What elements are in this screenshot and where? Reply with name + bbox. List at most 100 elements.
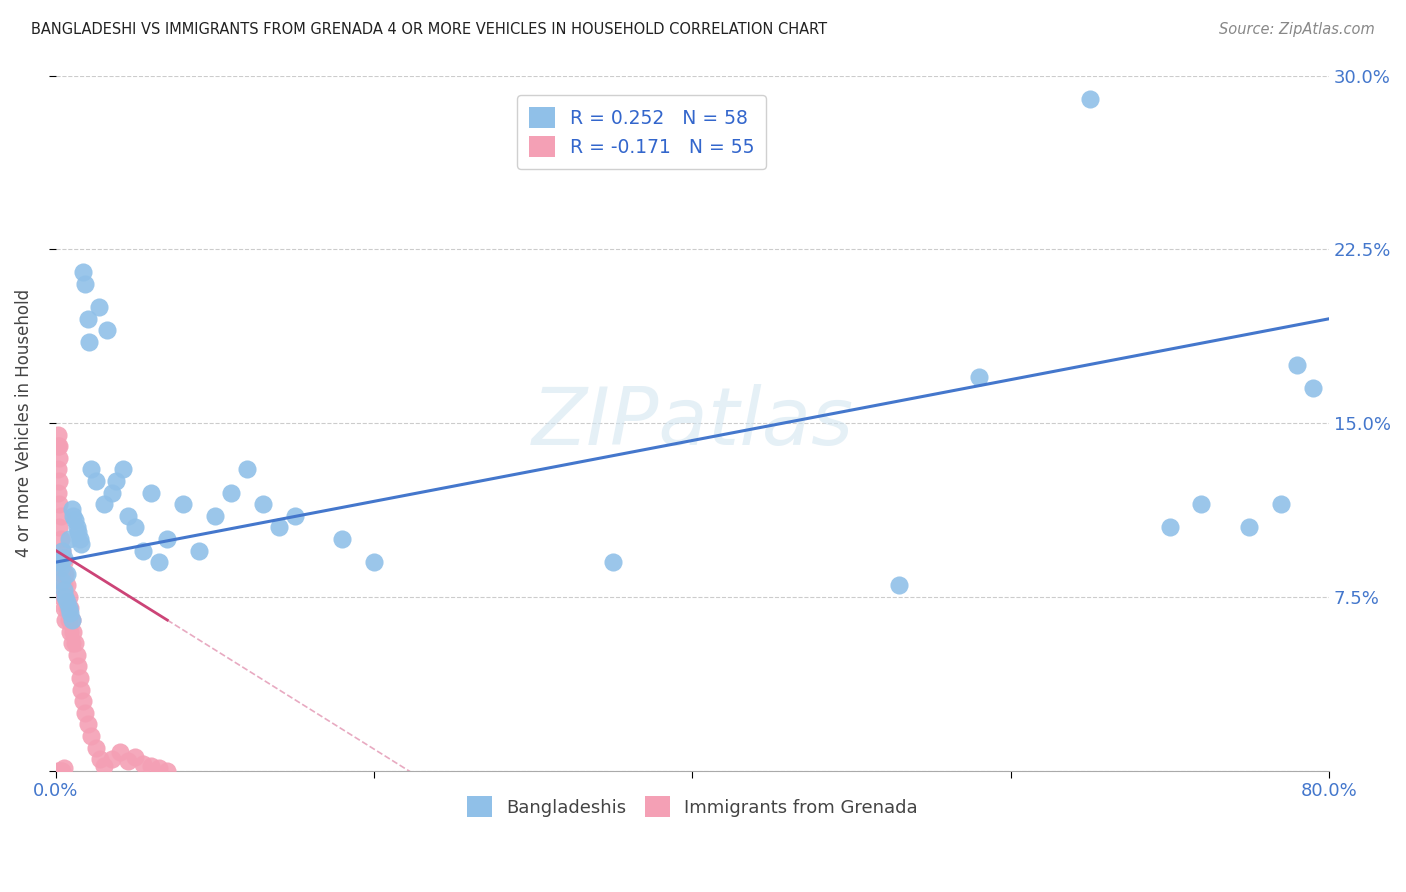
Point [52, 578, 75, 592]
Point [56, 601, 79, 615]
Point [156, 764, 179, 778]
Point [60, 613, 83, 627]
Point [60, 613, 83, 627]
Point [69, 532, 91, 546]
Point [1191, 497, 1213, 511]
Point [330, 532, 353, 546]
Point [1078, 92, 1101, 106]
Point [105, 474, 128, 488]
Point [46, 764, 69, 778]
Point [93, 497, 115, 511]
Point [96, 323, 118, 337]
Point [52, 761, 75, 775]
Point [141, 485, 163, 500]
Point [58, 601, 80, 615]
Point [132, 543, 155, 558]
Point [100, 752, 122, 766]
Point [156, 532, 179, 546]
Point [63, 636, 86, 650]
Point [49, 559, 72, 574]
Point [76, 311, 98, 326]
Point [52, 555, 75, 569]
Point [46, 485, 69, 500]
Point [48, 555, 70, 569]
Point [46, 462, 69, 476]
Point [889, 578, 911, 592]
Point [188, 543, 211, 558]
Point [63, 513, 86, 527]
Point [55, 613, 77, 627]
Point [52, 601, 75, 615]
Point [46, 439, 69, 453]
Point [363, 555, 385, 569]
Point [46, 427, 69, 442]
Point [67, 524, 90, 539]
Point [67, 659, 90, 673]
Point [69, 671, 91, 685]
Point [56, 578, 79, 592]
Point [1270, 497, 1292, 511]
Point [141, 759, 163, 773]
Point [58, 590, 80, 604]
Point [108, 745, 131, 759]
Point [172, 497, 194, 511]
Point [48, 450, 70, 465]
Point [93, 759, 115, 773]
Point [1285, 358, 1308, 372]
Point [602, 555, 624, 569]
Point [267, 520, 290, 534]
Point [72, 694, 94, 708]
Legend: Bangladeshis, Immigrants from Grenada: Bangladeshis, Immigrants from Grenada [460, 789, 925, 824]
Point [132, 756, 155, 771]
Point [252, 497, 274, 511]
Point [48, 520, 70, 534]
Point [117, 755, 139, 769]
Point [87, 300, 110, 314]
Y-axis label: 4 or more Vehicles in Household: 4 or more Vehicles in Household [15, 289, 32, 558]
Point [52, 582, 75, 597]
Point [49, 532, 72, 546]
Point [72, 265, 94, 279]
Point [84, 474, 107, 488]
Point [59, 606, 82, 620]
Point [56, 566, 79, 581]
Point [60, 636, 83, 650]
Point [117, 508, 139, 523]
Point [1302, 381, 1324, 395]
Point [49, 764, 72, 778]
Point [49, 555, 72, 569]
Point [60, 501, 83, 516]
Point [52, 550, 75, 565]
Point [49, 508, 72, 523]
Point [51, 543, 73, 558]
Point [89, 752, 111, 766]
Point [84, 740, 107, 755]
Point [70, 536, 93, 550]
Point [204, 508, 226, 523]
Point [48, 497, 70, 511]
Point [51, 566, 73, 581]
Point [73, 277, 96, 291]
Text: BANGLADESHI VS IMMIGRANTS FROM GRENADA 4 OR MORE VEHICLES IN HOUSEHOLD CORRELATI: BANGLADESHI VS IMMIGRANTS FROM GRENADA 4… [31, 22, 827, 37]
Point [219, 485, 242, 500]
Point [51, 574, 73, 588]
Point [51, 764, 73, 778]
Point [80, 462, 103, 476]
Point [58, 613, 80, 627]
Point [51, 543, 73, 558]
Point [148, 761, 170, 775]
Point [55, 590, 77, 604]
Point [59, 601, 82, 615]
Point [56, 594, 79, 608]
Point [967, 369, 990, 384]
Point [1237, 520, 1260, 534]
Point [55, 590, 77, 604]
Point [58, 532, 80, 546]
Point [79, 334, 101, 349]
Point [124, 749, 146, 764]
Point [62, 624, 84, 639]
Point [80, 729, 103, 743]
Point [1159, 520, 1181, 534]
Point [51, 590, 73, 604]
Point [236, 462, 259, 476]
